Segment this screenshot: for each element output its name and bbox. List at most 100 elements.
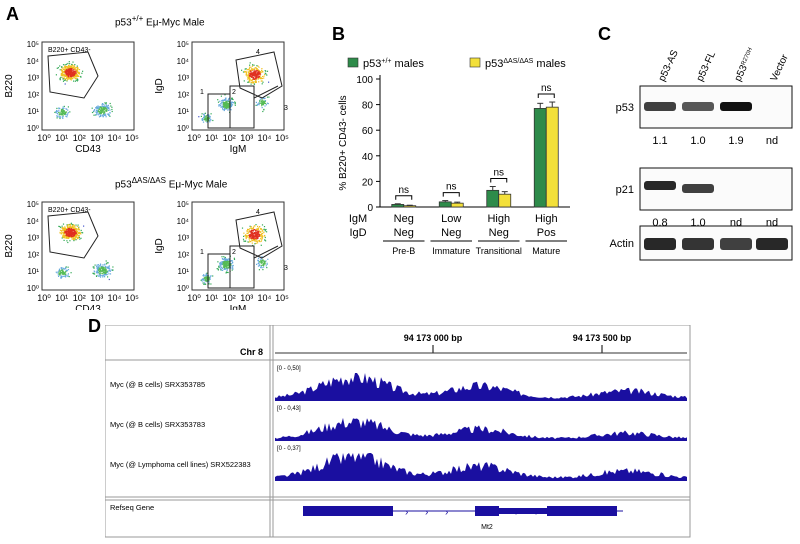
flow-event	[61, 237, 63, 239]
flow-event	[254, 71, 256, 73]
flow-event	[68, 69, 70, 71]
flow-event	[65, 275, 67, 277]
flow-event	[64, 112, 66, 114]
flow-event	[258, 75, 260, 77]
strand-arrow: ›	[515, 507, 518, 518]
flow-event	[70, 72, 72, 74]
flow-event	[248, 81, 250, 83]
flow-event	[258, 76, 260, 78]
flow-event	[224, 264, 227, 266]
flow-event	[68, 235, 71, 237]
flow-event	[209, 121, 211, 123]
flow-event	[228, 98, 230, 100]
flow-event	[226, 271, 228, 273]
flow-event	[227, 102, 229, 104]
flow-event	[69, 223, 71, 226]
flow-event	[78, 69, 81, 71]
flow-event	[101, 104, 103, 106]
flow-event	[62, 275, 64, 277]
flow-event	[225, 260, 227, 262]
flow-event	[264, 105, 266, 107]
flow-event	[93, 270, 95, 272]
flow-event	[78, 234, 80, 236]
flow-event	[56, 115, 58, 117]
flow-event	[247, 74, 249, 76]
flow-event	[250, 226, 252, 228]
flow-event	[221, 101, 223, 103]
flow-event	[103, 266, 105, 268]
flow-event	[231, 104, 234, 106]
flow-event	[223, 99, 225, 101]
flow-event	[223, 264, 225, 267]
flow-event	[257, 259, 260, 262]
flow-event	[262, 100, 264, 102]
flow-event	[254, 238, 256, 240]
flow-event	[67, 233, 69, 235]
flow-event	[59, 77, 61, 79]
flow-event	[69, 232, 71, 234]
flow-event	[255, 234, 257, 236]
flow-event	[251, 68, 253, 70]
flow-event	[65, 274, 67, 276]
flow-event	[56, 110, 58, 113]
flow-event	[69, 76, 71, 78]
flow-event	[102, 110, 104, 112]
flow-event	[58, 272, 60, 274]
flow-event	[74, 239, 76, 241]
flow-event	[219, 104, 221, 106]
flow-event	[58, 108, 60, 110]
flow-event	[256, 229, 258, 231]
flow-event	[109, 115, 111, 117]
flow-event	[253, 68, 255, 70]
flow-event	[103, 103, 105, 105]
flow-event	[73, 72, 75, 74]
flow-event	[261, 105, 263, 107]
flow-event	[112, 266, 114, 268]
flow-event	[65, 115, 67, 117]
flow-event	[222, 258, 224, 260]
flow-event	[81, 72, 83, 74]
x-tick-label: 10¹	[55, 133, 68, 143]
flow-event	[266, 267, 268, 269]
flow-event	[100, 106, 102, 108]
flow-event	[228, 259, 230, 261]
flow-event	[92, 272, 94, 274]
flow-event	[228, 266, 230, 268]
flow-event	[76, 231, 79, 233]
flow-event	[67, 71, 70, 73]
flow-event	[100, 110, 102, 112]
flow-event	[202, 119, 204, 121]
flow-event	[74, 64, 76, 66]
flow-event	[264, 100, 267, 102]
flow-event	[72, 61, 74, 63]
flow-event	[222, 106, 224, 108]
flow-event	[110, 269, 112, 271]
flow-event	[259, 261, 261, 263]
flow-event	[203, 113, 205, 115]
y-tick-label: 60	[362, 126, 374, 137]
flow-event	[261, 102, 263, 105]
flow-event	[61, 227, 63, 230]
flow-event	[97, 267, 100, 269]
y-axis-label: B220	[4, 74, 15, 98]
flow-event	[98, 269, 101, 271]
flow-event	[224, 101, 226, 103]
flow-event	[64, 229, 66, 231]
flow-event	[221, 100, 223, 102]
flow-event	[248, 238, 250, 240]
flow-event	[96, 106, 99, 109]
flow-event	[69, 223, 71, 226]
flow-event	[252, 77, 254, 79]
flow-event	[230, 260, 232, 262]
flow-event	[68, 232, 70, 234]
flow-event	[246, 69, 248, 71]
flow-event	[68, 226, 71, 228]
flow-event	[256, 68, 258, 70]
flow-event	[249, 75, 251, 77]
flow-event	[66, 108, 68, 110]
flow-event	[256, 71, 258, 73]
flow-event	[221, 106, 223, 108]
flow-event	[204, 118, 206, 120]
flow-event	[230, 267, 232, 269]
flow-event	[69, 233, 72, 235]
